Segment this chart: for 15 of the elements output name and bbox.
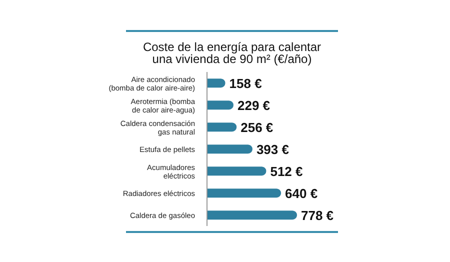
chart-title: Coste de la energía para calentar una vivienda de 90 m² (€/año) [142, 40, 322, 66]
bar [207, 78, 226, 88]
data-label: 778 € [301, 208, 334, 224]
bar [207, 166, 266, 176]
data-label: 229 € [237, 98, 270, 114]
data-label: 393 € [256, 142, 290, 158]
bar [207, 210, 297, 220]
bar [207, 100, 234, 110]
data-label: 512 € [270, 164, 303, 180]
data-label: 158 € [229, 76, 262, 92]
bar [207, 122, 237, 132]
data-label: 256 € [240, 120, 274, 136]
data-label: 640 € [285, 186, 318, 202]
bar [207, 188, 282, 198]
bar [207, 144, 252, 154]
